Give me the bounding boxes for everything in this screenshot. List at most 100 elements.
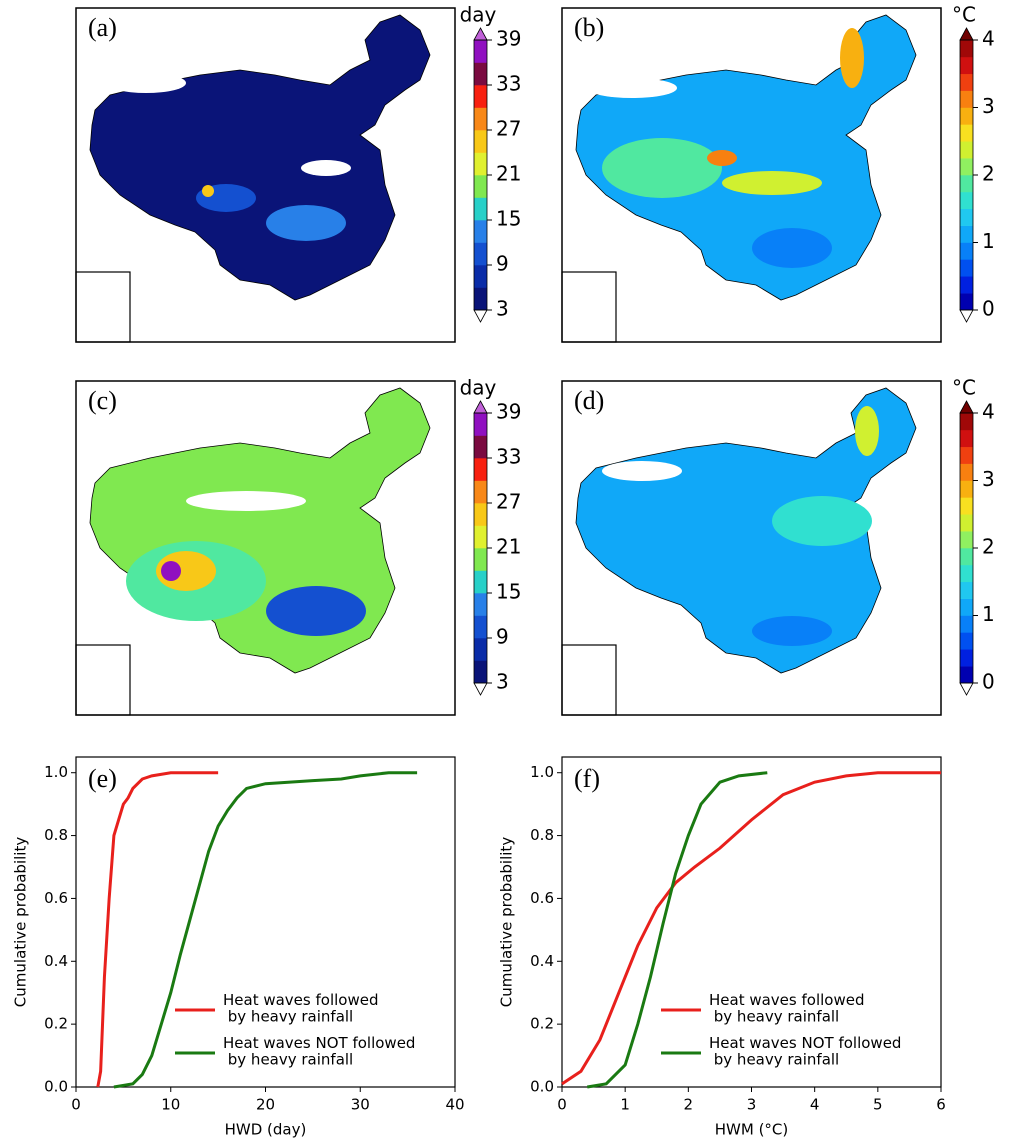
colorbar-swatch (960, 259, 973, 277)
colorbar-swatch (474, 220, 487, 243)
y-tick-label: 0.8 (44, 826, 68, 844)
colorbar-swatch (960, 480, 973, 498)
colorbar-tick-label: 39 (496, 400, 521, 424)
inset-frame (561, 271, 617, 343)
colorbar-swatch (960, 446, 973, 464)
colorbar-tick-label: 21 (496, 535, 521, 559)
y-tick-label: 0.0 (530, 1078, 554, 1096)
x-tick-label: 2 (684, 1096, 694, 1114)
colorbar-tick-label: 1 (982, 229, 995, 253)
y-tick-label: 0.8 (530, 826, 554, 844)
colorbar-tick-label: 3 (982, 94, 995, 118)
map-field (840, 28, 864, 88)
colorbar-swatch (960, 90, 973, 108)
y-tick-label: 1.0 (530, 763, 554, 781)
x-tick-label: 6 (936, 1096, 946, 1114)
panel-label: (f) (574, 764, 600, 793)
colorbar-swatch (474, 265, 487, 288)
y-axis-label: Cumulative probability (498, 837, 516, 1008)
panel-label: (e) (88, 764, 117, 793)
map-panel: (a) (75, 7, 456, 343)
colorbar-swatch (960, 666, 973, 684)
colorbar-swatch (474, 130, 487, 153)
x-tick-label: 10 (161, 1096, 180, 1114)
map-field (752, 228, 832, 268)
legend-label: Heat waves NOT followed by heavy rainfal… (223, 1034, 415, 1069)
colorbar-swatch (960, 497, 973, 515)
inset-frame (561, 644, 617, 716)
colorbar-swatch (960, 293, 973, 311)
colorbar-extend (473, 682, 488, 696)
colorbar-tick-label: 3 (496, 297, 509, 321)
panel-label: (d) (574, 386, 604, 415)
map-field (752, 616, 832, 646)
colorbar-swatch (960, 107, 973, 125)
map-panel: (d) (561, 380, 942, 716)
cdf-line (113, 771, 418, 1089)
colorbar-swatch (960, 191, 973, 210)
x-axis-label: HWD (day) (225, 1121, 307, 1139)
y-tick-label: 0.4 (530, 952, 554, 970)
colorbar-swatch (960, 463, 973, 481)
colorbar-tick-label: 1 (982, 602, 995, 626)
colorbar-tick-label: 9 (496, 625, 509, 649)
colorbar-extend (959, 682, 974, 696)
colorbar-swatch (960, 548, 973, 566)
colorbar-swatch (960, 514, 973, 532)
x-tick-label: 30 (351, 1096, 370, 1114)
colorbar-swatch (474, 152, 487, 176)
colorbar-swatch (960, 564, 973, 583)
colorbar-swatch (960, 40, 973, 58)
colorbar-swatch (474, 593, 487, 616)
map-panel: (b) (561, 7, 942, 343)
colorbar-extend (959, 27, 974, 41)
colorbar-swatch (960, 598, 973, 616)
map-field (772, 496, 872, 546)
colorbar-tick-label: 39 (496, 27, 521, 51)
colorbar-swatch (474, 197, 487, 221)
map-panel: (c) (75, 380, 456, 716)
map-field (186, 491, 306, 511)
colorbar-swatch (474, 570, 487, 594)
colorbar-tick-label: 3 (982, 467, 995, 491)
x-tick-label: 1 (620, 1096, 630, 1114)
colorbar-swatch (960, 158, 973, 176)
colorbar-tick-label: 4 (982, 400, 995, 424)
colorbar-swatch (960, 208, 973, 226)
panel-label: (c) (88, 386, 117, 415)
colorbar-extend (959, 400, 974, 414)
colorbar-extend (959, 309, 974, 323)
y-tick-label: 0.2 (530, 1015, 554, 1033)
colorbar-swatch (474, 660, 487, 684)
cdf-line (96, 771, 219, 1088)
colorbar-extend (473, 400, 488, 414)
colorbar-label: °C (952, 3, 976, 27)
colorbar-swatch (960, 56, 973, 75)
colorbar-swatch (474, 413, 487, 436)
colorbar-extend (473, 27, 488, 41)
colorbar-tick-label: 4 (982, 27, 995, 51)
map-field (707, 150, 737, 166)
colorbar-swatch (960, 429, 973, 448)
colorbar-swatch (474, 85, 487, 108)
y-tick-label: 0.0 (44, 1078, 68, 1096)
y-tick-label: 0.4 (44, 952, 68, 970)
colorbar-tick-label: 21 (496, 162, 521, 186)
colorbar-label: day (460, 3, 497, 27)
colorbar-swatch (960, 276, 973, 294)
colorbar-tick-label: 0 (982, 297, 995, 321)
map-field (161, 561, 181, 581)
legend-label: Heat waves followed by heavy rainfall (223, 991, 379, 1026)
map-field (266, 205, 346, 241)
panel-label: (b) (574, 13, 604, 42)
colorbar-tick-label: 27 (496, 117, 521, 141)
map-field (106, 73, 186, 93)
y-tick-label: 1.0 (44, 763, 68, 781)
colorbar-tick-label: 33 (496, 445, 521, 469)
colorbar-swatch (474, 40, 487, 63)
map-field (855, 406, 879, 456)
map-field (602, 461, 682, 481)
x-tick-label: 0 (71, 1096, 81, 1114)
map-field (266, 586, 366, 636)
colorbar-swatch (474, 615, 487, 639)
